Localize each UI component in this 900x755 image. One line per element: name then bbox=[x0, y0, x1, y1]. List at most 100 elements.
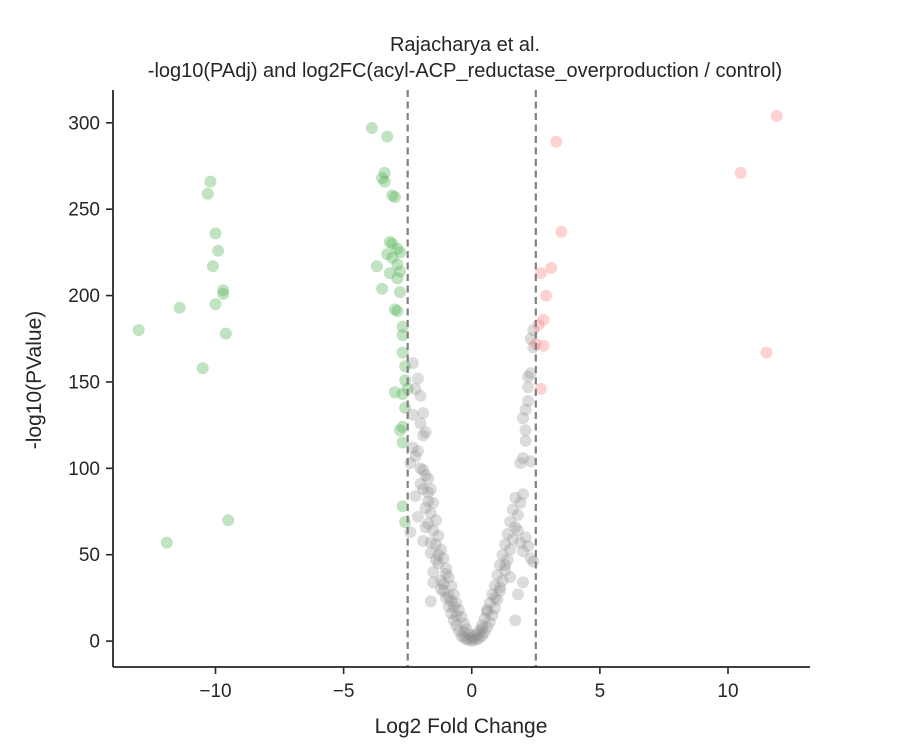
data-point-ns bbox=[509, 521, 522, 534]
data-point-ns bbox=[476, 629, 488, 642]
data-point-down bbox=[132, 324, 145, 337]
data-point-ns bbox=[506, 503, 519, 516]
data-point-up bbox=[537, 313, 550, 326]
data-point-ns bbox=[417, 429, 430, 442]
data-point-ns bbox=[483, 597, 496, 610]
data-point-ns bbox=[432, 557, 445, 570]
data-point-ns bbox=[501, 553, 514, 566]
data-point-ns bbox=[524, 332, 537, 345]
data-point-ns bbox=[519, 403, 532, 416]
data-point-ns bbox=[473, 624, 486, 637]
data-point-ns bbox=[411, 372, 424, 385]
data-point-ns bbox=[429, 553, 442, 566]
data-point-ns bbox=[409, 490, 422, 502]
data-point-down bbox=[217, 287, 230, 300]
data-point-ns bbox=[406, 441, 419, 454]
data-point-ns bbox=[427, 566, 440, 578]
data-point-ns bbox=[450, 597, 463, 610]
data-point-ns bbox=[476, 623, 488, 635]
data-point-ns bbox=[486, 588, 499, 601]
x-tick-label: −5 bbox=[333, 681, 355, 702]
data-point-ns bbox=[478, 626, 491, 639]
data-point-ns bbox=[468, 633, 481, 646]
data-point-ns bbox=[409, 450, 422, 463]
data-point-ns bbox=[504, 515, 517, 528]
data-point-ns bbox=[450, 609, 463, 622]
data-point-down bbox=[399, 401, 412, 414]
data-point-up bbox=[534, 382, 547, 395]
data-point-ns bbox=[522, 540, 535, 553]
data-point-ns bbox=[491, 569, 504, 582]
data-point-up bbox=[555, 225, 568, 238]
data-point-ns bbox=[488, 602, 501, 615]
data-point-ns bbox=[506, 533, 519, 546]
data-point-ns bbox=[427, 496, 440, 509]
data-point-ns bbox=[524, 455, 537, 468]
data-point-ns bbox=[458, 626, 471, 639]
data-point-down bbox=[391, 305, 404, 318]
data-point-down bbox=[160, 536, 173, 549]
data-point-ns bbox=[517, 452, 529, 464]
data-point-down bbox=[396, 388, 409, 400]
data-point-ns bbox=[458, 631, 471, 644]
data-point-up bbox=[545, 261, 558, 274]
data-point-ns bbox=[424, 547, 437, 559]
data-point-ns bbox=[455, 610, 468, 623]
data-point-down bbox=[378, 166, 391, 179]
data-point-ns bbox=[422, 472, 435, 485]
data-point-down bbox=[217, 284, 230, 297]
data-point-down bbox=[396, 346, 409, 359]
data-point-ns bbox=[478, 612, 491, 625]
chart-title-line-2: -log10(PAdj) and log2FC(acyl-ACP_reducta… bbox=[148, 60, 782, 82]
data-point-down bbox=[388, 303, 401, 316]
data-point-ns bbox=[517, 412, 529, 425]
data-point-ns bbox=[404, 526, 417, 539]
text-layer: Rajacharya et al. -log10(PAdj) and log2F… bbox=[23, 34, 782, 738]
data-point-down bbox=[396, 320, 409, 333]
points-layer bbox=[132, 109, 783, 648]
data-point-ns bbox=[440, 591, 453, 604]
data-point-down bbox=[388, 191, 401, 204]
data-point-down bbox=[173, 301, 186, 314]
data-point-down bbox=[391, 242, 404, 255]
data-point-ns bbox=[511, 588, 524, 601]
data-point-ns bbox=[435, 583, 447, 596]
data-point-up bbox=[532, 318, 545, 331]
data-point-ns bbox=[465, 635, 478, 648]
data-point-ns bbox=[524, 367, 537, 380]
data-point-down bbox=[209, 227, 222, 240]
y-tick-label: 250 bbox=[68, 200, 100, 221]
data-point-ns bbox=[450, 619, 463, 632]
data-point-down bbox=[209, 298, 222, 311]
data-point-down bbox=[396, 329, 409, 342]
data-point-down bbox=[394, 265, 406, 278]
data-point-ns bbox=[504, 571, 517, 584]
x-tick-label: 10 bbox=[717, 681, 738, 702]
y-tick-label: 0 bbox=[89, 632, 100, 653]
data-point-up bbox=[550, 135, 563, 148]
data-point-ns bbox=[427, 576, 440, 589]
data-point-ns bbox=[519, 434, 532, 447]
data-point-down bbox=[396, 500, 409, 513]
y-tick-label: 200 bbox=[68, 286, 100, 307]
data-point-up bbox=[534, 267, 547, 280]
data-point-ns bbox=[409, 382, 422, 395]
data-point-ns bbox=[481, 621, 494, 634]
data-point-ns bbox=[424, 507, 437, 520]
data-point-down bbox=[196, 362, 209, 375]
data-point-ns bbox=[417, 407, 430, 420]
data-point-ns bbox=[473, 631, 486, 644]
data-point-ns bbox=[437, 552, 450, 565]
data-point-ns bbox=[435, 574, 447, 587]
data-point-ns bbox=[522, 395, 535, 407]
data-point-ns bbox=[509, 491, 522, 504]
data-point-ns bbox=[419, 426, 432, 439]
data-point-ns bbox=[514, 457, 527, 470]
y-tick-label: 300 bbox=[68, 113, 100, 134]
data-point-ns bbox=[432, 529, 445, 542]
data-point-ns bbox=[406, 357, 419, 369]
data-point-ns bbox=[481, 604, 494, 616]
data-point-ns bbox=[522, 381, 535, 394]
